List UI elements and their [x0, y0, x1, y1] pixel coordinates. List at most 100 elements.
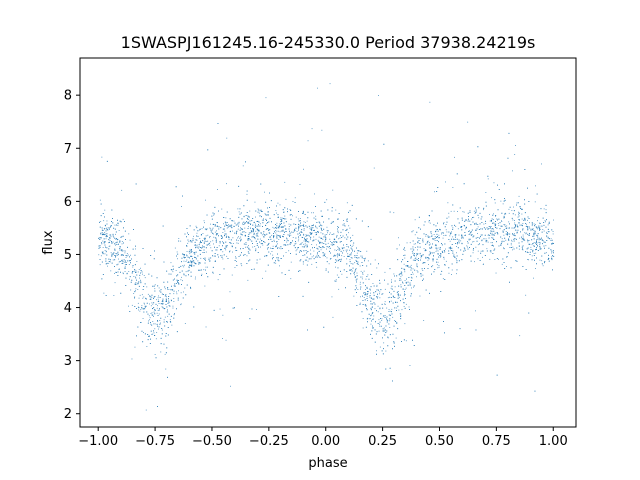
data-point — [138, 297, 140, 299]
data-point — [318, 255, 319, 257]
data-point — [337, 267, 339, 269]
data-point — [380, 325, 382, 327]
data-point — [356, 281, 357, 283]
data-point — [212, 240, 214, 242]
data-point — [253, 228, 255, 230]
data-point — [102, 247, 104, 248]
data-point — [206, 214, 208, 216]
data-point — [313, 212, 314, 214]
data-point — [412, 246, 414, 248]
data-point — [532, 228, 534, 230]
data-point — [114, 266, 115, 267]
data-point — [415, 260, 416, 261]
data-point — [247, 239, 249, 241]
data-point — [521, 247, 523, 248]
data-point — [342, 229, 344, 231]
data-point — [307, 329, 308, 331]
data-point — [190, 275, 192, 277]
data-point — [507, 252, 509, 254]
data-point — [118, 230, 120, 231]
data-point — [149, 319, 150, 321]
data-point — [329, 246, 330, 247]
data-point — [217, 123, 219, 124]
data-point — [545, 212, 547, 214]
data-point — [301, 232, 303, 233]
data-point — [349, 249, 350, 251]
data-point — [245, 215, 247, 216]
data-point — [353, 242, 355, 244]
data-point — [158, 301, 160, 302]
data-point — [405, 265, 407, 267]
data-point — [351, 204, 353, 206]
data-point — [463, 224, 465, 226]
data-point — [214, 246, 215, 248]
data-point — [174, 285, 176, 287]
data-point — [198, 269, 200, 271]
data-point — [183, 291, 184, 293]
data-point — [493, 228, 494, 230]
data-point — [490, 251, 492, 253]
data-point — [319, 247, 321, 248]
data-point — [195, 247, 197, 248]
data-point — [172, 271, 174, 273]
data-point — [182, 253, 183, 255]
data-point — [407, 284, 409, 286]
data-point — [425, 235, 427, 237]
data-point — [419, 253, 421, 255]
data-point — [134, 306, 136, 307]
data-point — [459, 328, 461, 330]
data-point — [533, 277, 534, 279]
data-point — [187, 239, 189, 241]
data-point — [122, 261, 124, 263]
data-point — [124, 230, 126, 232]
data-point — [191, 256, 193, 257]
data-point — [352, 250, 353, 252]
data-point — [290, 243, 291, 245]
data-point — [247, 221, 249, 223]
data-point — [122, 262, 124, 264]
data-point — [319, 222, 321, 224]
data-point — [370, 289, 371, 291]
data-point — [120, 221, 122, 223]
data-point — [176, 279, 178, 281]
data-point — [280, 248, 282, 250]
data-point — [154, 310, 156, 311]
data-point — [160, 322, 161, 324]
data-point — [505, 233, 507, 235]
data-point — [370, 323, 372, 325]
data-point — [551, 258, 553, 259]
data-point — [548, 247, 550, 249]
data-point — [370, 292, 371, 294]
data-point — [102, 233, 104, 235]
data-point — [462, 235, 464, 237]
data-point — [125, 285, 127, 286]
data-point — [436, 237, 437, 238]
data-point — [265, 270, 267, 272]
data-point — [294, 202, 296, 203]
data-point — [533, 242, 535, 243]
data-point — [229, 231, 231, 233]
data-point — [200, 240, 201, 242]
data-point — [456, 260, 458, 262]
data-point — [157, 320, 158, 321]
data-point — [276, 225, 278, 227]
data-point — [306, 244, 308, 246]
data-point — [199, 242, 201, 244]
data-point — [133, 276, 135, 277]
data-point — [183, 256, 185, 258]
data-point — [355, 218, 357, 220]
data-point — [306, 256, 308, 258]
data-point — [505, 212, 506, 214]
data-point — [540, 225, 542, 227]
data-point — [411, 251, 413, 252]
data-point — [243, 216, 245, 218]
data-point — [517, 216, 519, 218]
data-point — [121, 243, 123, 245]
data-point — [144, 308, 146, 310]
data-point — [360, 251, 362, 252]
data-point — [305, 236, 307, 237]
data-point — [392, 295, 394, 297]
data-point — [241, 229, 243, 230]
data-point — [360, 296, 361, 298]
data-point — [172, 305, 174, 307]
